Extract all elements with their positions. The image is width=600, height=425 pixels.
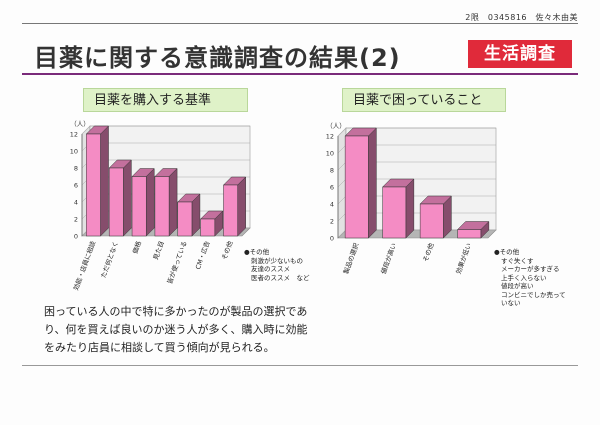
x-tick-label: 効能・店員に相談 <box>71 239 97 291</box>
bar-front <box>177 201 193 237</box>
note-line: ●その他 <box>494 248 520 256</box>
x-tick-label: 価格 <box>130 239 143 255</box>
bar-front <box>86 133 101 237</box>
bar-front <box>200 218 216 237</box>
gridline <box>337 178 347 188</box>
page-title: 目薬に関する意識調査の結果(2) <box>34 44 401 72</box>
bar-front <box>457 229 482 239</box>
note-other-problems: ●その他 すぐ失くす メーカーが多すぎる 上手く入らない 値段が高い コンビニで… <box>494 248 574 308</box>
note-line: メーカーが多すぎる <box>501 265 560 273</box>
y-tick-label: 0 <box>330 235 334 243</box>
bar <box>177 193 201 237</box>
x-tick-label: CM・広告 <box>193 239 212 270</box>
bottom-divider <box>22 365 578 366</box>
purchase-criteria-chart: 0 2 4 6 8 10 12 （人） 効能・店員に相談 ただ何となく 価格 見た目 皆が使っている CM… <box>70 120 251 292</box>
x-tick-label: 皆が使っている <box>165 240 189 286</box>
y-tick-label: 2 <box>330 218 334 226</box>
bar-side <box>237 176 246 237</box>
gridline <box>337 212 347 222</box>
y-tick-label: 10 <box>70 148 78 156</box>
gridline <box>337 161 347 171</box>
bar-front <box>223 184 238 237</box>
bar-front <box>382 186 407 239</box>
note-line: 値段が高い <box>501 282 534 290</box>
chart-title-purchase-criteria: 目薬を購入する基準 <box>83 88 248 112</box>
bar-front <box>108 167 124 237</box>
bar <box>457 220 490 239</box>
summary-line: り、何を買えば良いのか迷う人が多く、購入時に効能 <box>44 323 308 336</box>
note-line: すぐ失くす <box>501 256 534 265</box>
note-line: いない <box>501 299 521 307</box>
note-line: コンビニでしか売って <box>501 290 566 299</box>
bar <box>419 195 452 239</box>
bar <box>200 210 224 237</box>
bar <box>85 125 110 237</box>
y-tick-label: 12 <box>326 133 334 141</box>
bar-front <box>344 135 369 239</box>
bar-side <box>145 167 155 237</box>
y-tick-label: 12 <box>70 131 78 139</box>
bar-side <box>123 159 132 237</box>
note-line: 医者のススメ など <box>251 273 310 282</box>
bar-front <box>154 176 170 237</box>
note-line: ●その他 <box>244 248 270 256</box>
bar <box>344 127 377 239</box>
y-tick-label: 6 <box>74 182 78 190</box>
bar-side <box>368 127 377 239</box>
x-tick-label: ただ何となく <box>98 240 120 280</box>
y-tick-label: 8 <box>330 167 334 175</box>
bar-front <box>131 176 147 237</box>
title-divider <box>22 73 578 75</box>
bar-side <box>168 167 178 237</box>
x-tick-label: 製品の選択 <box>341 241 361 275</box>
gridline <box>337 195 347 205</box>
y-axis-unit: （人） <box>326 122 346 130</box>
note-line: 上手く入らない <box>501 273 547 282</box>
y-axis-unit: （人） <box>70 120 90 128</box>
y-tick-label: 8 <box>74 165 78 173</box>
x-tick-label: 効果が低い <box>454 242 474 276</box>
y-tick-label: 0 <box>74 233 78 241</box>
summary-line: 困っている人の中で特に多かったのが製品の選択であ <box>44 305 308 318</box>
x-tick-label: 見た目 <box>152 240 166 261</box>
problems-chart: 0 2 4 6 8 10 12 （人） 製品の選択 値段が高い その他 効果が低い <box>326 122 497 276</box>
summary-line: をみたり店員に相談して買う傾向が見られる。 <box>44 341 275 354</box>
x-tick-label: 値段が高い <box>379 242 399 276</box>
gridline <box>337 127 347 137</box>
header-divider <box>22 23 578 24</box>
y-tick-label: 4 <box>74 199 78 207</box>
summary-paragraph: 困っている人の中で特に多かったのが製品の選択であ り、何を買えば良いのか迷う人が… <box>44 303 564 357</box>
x-tick-label: その他 <box>421 241 436 263</box>
y-tick-label: 4 <box>330 201 334 209</box>
bar <box>131 167 155 237</box>
category-tag: 生活調査 <box>468 40 572 68</box>
y-tick-label: 2 <box>74 216 78 224</box>
bar-front <box>419 203 444 239</box>
bar <box>108 159 132 237</box>
chart-title-problems: 目薬で困っていること <box>342 88 506 112</box>
y-tick-label: 10 <box>326 150 334 158</box>
gridline <box>81 125 91 135</box>
bar <box>222 176 247 237</box>
x-tick-label: その他 <box>219 239 234 261</box>
author-note: 2限 0345816 佐々木由美 <box>465 13 578 22</box>
note-line: 友達のススメ <box>251 265 290 273</box>
gridline <box>337 229 347 239</box>
gridline <box>337 144 347 154</box>
note-line: 刺激が少ないもの <box>251 256 303 265</box>
bar-side <box>100 125 109 237</box>
bar <box>382 178 415 239</box>
bar <box>154 167 178 237</box>
note-other-purchase: ●その他 刺激が少ないもの 友達のススメ 医者のススメ など <box>244 248 314 282</box>
bar-side <box>405 178 415 239</box>
y-tick-label: 6 <box>330 184 334 192</box>
